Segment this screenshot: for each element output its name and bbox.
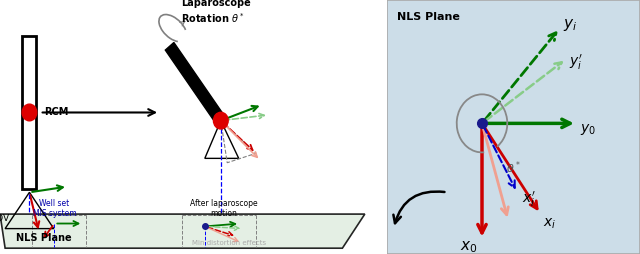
Text: $y_0$: $y_0$ xyxy=(580,122,596,137)
Text: $x_0$: $x_0$ xyxy=(460,239,477,254)
Text: RCM: RCM xyxy=(44,107,68,118)
Text: After laparoscope
motion: After laparoscope motion xyxy=(190,199,258,218)
Polygon shape xyxy=(0,214,365,248)
Text: Laparoscope: Laparoscope xyxy=(181,0,251,8)
Text: $x_i$: $x_i$ xyxy=(543,217,557,231)
Polygon shape xyxy=(387,0,640,254)
Text: $y_i'$: $y_i'$ xyxy=(570,53,583,72)
Text: Min distortion effects: Min distortion effects xyxy=(192,240,266,246)
Text: FOV: FOV xyxy=(0,214,9,223)
Text: NLS Plane: NLS Plane xyxy=(16,233,72,243)
Polygon shape xyxy=(165,42,225,124)
Circle shape xyxy=(22,104,36,121)
Polygon shape xyxy=(22,36,36,189)
Text: Rotation $\theta^*$: Rotation $\theta^*$ xyxy=(181,11,245,25)
Text: NLS Plane: NLS Plane xyxy=(397,12,460,22)
Text: $x_i'$: $x_i'$ xyxy=(522,190,536,209)
Text: $y_i$: $y_i$ xyxy=(563,17,577,33)
Circle shape xyxy=(214,112,228,129)
Text: $\theta^*$: $\theta^*$ xyxy=(506,160,521,176)
Text: Well set
MIS system: Well set MIS system xyxy=(33,199,76,218)
